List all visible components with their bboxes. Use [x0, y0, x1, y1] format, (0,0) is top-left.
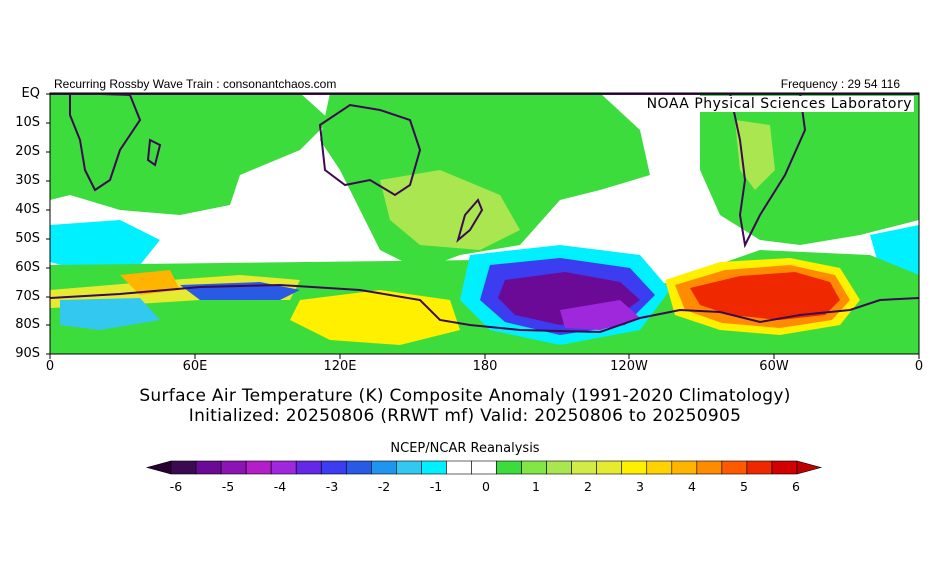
- colorbar-swatch: [671, 460, 698, 475]
- lat-label-10s: 10S: [15, 115, 40, 130]
- lon-label-120w: 120W: [610, 359, 648, 374]
- colorbar-swatch: [195, 460, 222, 475]
- colorbar-label: 6: [792, 479, 800, 494]
- colorbar-label: -5: [221, 479, 235, 494]
- colorbar-swatch: [596, 460, 623, 475]
- colorbar-label: -3: [325, 479, 339, 494]
- colorbar-swatch: [220, 460, 247, 475]
- map-frame-top: [50, 93, 919, 95]
- colorbar-arrow-right: [796, 460, 823, 475]
- colorbar: [145, 460, 823, 475]
- colorbar-label: 1: [532, 479, 540, 494]
- caption-subtitle: Initialized: 20250806 (RRWT mf) Valid: 2…: [188, 406, 742, 426]
- colorbar-swatch: [771, 460, 798, 475]
- lon-label-60w: 60W: [759, 359, 789, 374]
- anomaly-warm-red-core: [690, 272, 840, 320]
- colorbar-swatch: [646, 460, 673, 475]
- colorbar-swatch: [170, 460, 197, 475]
- colorbar-swatch: [371, 460, 397, 475]
- lat-label-eq: EQ: [21, 86, 40, 101]
- lon-label-0-west: 0: [45, 359, 55, 374]
- colorbar-swatch: [270, 460, 297, 475]
- lat-label-40s: 40S: [15, 202, 40, 217]
- colorbar-swatch: [496, 460, 522, 475]
- colorbar-label: 0: [482, 479, 490, 494]
- lat-ticks: [46, 93, 50, 355]
- header-frequency: Frequency : 29 54 116: [780, 77, 900, 91]
- lat-label-80s: 80S: [15, 317, 40, 332]
- colorbar-label: -1: [429, 479, 443, 494]
- colorbar-swatch: [746, 460, 773, 475]
- lat-label-60s: 60S: [15, 260, 40, 275]
- credit-label: NOAA Physical Sciences Laboratory: [644, 96, 914, 112]
- colorbar-swatch: [245, 460, 272, 475]
- madagascar-outline: [146, 138, 162, 167]
- lon-label-0-east: 0: [914, 359, 924, 374]
- africa-outline: [69, 93, 142, 192]
- new-zealand-outline: [456, 198, 484, 243]
- colorbar-label: -6: [169, 479, 183, 494]
- anomaly-warm-orange-west: [120, 270, 180, 295]
- lon-label-60e: 60E: [182, 359, 208, 374]
- colorbar-swatch: [320, 460, 347, 475]
- lon-label-180: 180: [472, 359, 498, 374]
- australia-outline: [318, 103, 422, 197]
- colorbar-label: -4: [273, 479, 287, 494]
- lat-label-50s: 50S: [15, 231, 40, 246]
- colorbar-swatch: [446, 460, 472, 475]
- colorbar-swatch: [345, 460, 372, 475]
- anomaly-cold-violet: [560, 300, 640, 330]
- lat-label-70s: 70S: [15, 289, 40, 304]
- lon-label-120e: 120E: [323, 359, 357, 374]
- header-source: Recurring Rossby Wave Train : consonantc…: [54, 77, 337, 91]
- lon-ticks: [49, 354, 920, 359]
- caption-title: Surface Air Temperature (K) Composite An…: [139, 386, 791, 406]
- colorbar-swatch: [471, 460, 497, 475]
- lat-label-90s: 90S: [15, 346, 40, 361]
- colorbar-swatch: [396, 460, 422, 475]
- colorbar-label: 3: [636, 479, 644, 494]
- colorbar-label: -2: [377, 479, 391, 494]
- colorbar-swatch: [421, 460, 447, 475]
- lat-label-30s: 30S: [15, 173, 40, 188]
- colorbar-label: 5: [740, 479, 748, 494]
- colorbar-arrow-left: [145, 460, 172, 475]
- anomaly-cool-cyan-wilkes: [60, 298, 160, 330]
- lat-label-20s: 20S: [15, 144, 40, 159]
- colorbar-swatch: [721, 460, 748, 475]
- colorbar-swatch: [621, 460, 648, 475]
- anomaly-warm-yellow-rosssea: [290, 290, 460, 345]
- colorbar-swatch: [546, 460, 572, 475]
- anomaly-warm-nz: [380, 170, 520, 250]
- anomaly-warm-tropics-east: [700, 93, 919, 245]
- colorbar-swatch: [521, 460, 547, 475]
- colorbar-swatch: [696, 460, 723, 475]
- colorbar-swatch: [295, 460, 322, 475]
- colorbar-title: NCEP/NCAR Reanalysis: [390, 441, 540, 456]
- colorbar-swatch: [571, 460, 597, 475]
- colorbar-label: 2: [584, 479, 592, 494]
- anomaly-cool-west-belt: [50, 220, 160, 270]
- colorbar-label: 4: [688, 479, 696, 494]
- anomaly-warm-tropics-west: [50, 93, 330, 215]
- antarctic-coastline: [50, 283, 919, 334]
